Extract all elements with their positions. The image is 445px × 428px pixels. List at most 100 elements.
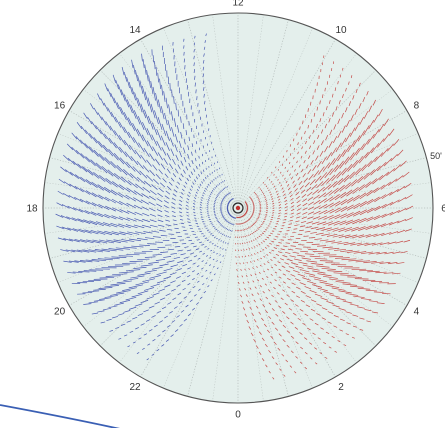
vector-mark [159,229,166,232]
vector-mark [95,125,102,135]
vector-mark [310,160,314,165]
vector-mark [272,212,275,214]
vector-mark [292,180,295,184]
vector-mark [282,174,284,177]
vector-mark [196,272,200,275]
vector-mark [137,97,143,113]
vector-mark [196,239,200,241]
vector-mark [110,161,122,172]
vector-mark [312,194,320,200]
vector-mark [103,133,112,144]
vector-mark [136,352,140,354]
vector-mark [171,201,176,205]
vector-mark [288,161,291,165]
vector-mark [221,200,223,203]
vector-mark [123,71,128,82]
vector-mark [210,279,213,282]
vector-mark [246,203,248,206]
vector-mark [133,266,147,269]
vector-mark [380,148,389,157]
vector-mark [165,219,170,222]
vector-mark [335,142,342,152]
vector-mark [162,178,167,183]
vector-mark [173,189,178,193]
vector-mark [243,228,246,231]
vector-mark [190,185,194,188]
vector-mark [71,146,79,155]
vector-mark [267,245,270,247]
vector-mark [200,201,203,204]
vector-mark [355,143,365,156]
vector-mark [307,108,309,112]
vector-mark [247,234,250,236]
vector-mark [288,190,292,194]
vector-mark [189,252,195,255]
vector-mark [397,207,407,214]
vector-mark [74,174,86,183]
vector-mark [274,264,277,266]
vector-mark [174,227,179,230]
vector-mark [174,144,178,152]
vector-mark [285,242,290,244]
hour-spoke [238,14,264,205]
vector-mark [274,188,277,190]
vector-mark [297,176,301,181]
vector-mark [300,291,306,294]
vector-mark [290,205,295,208]
vector-mark [129,330,134,333]
vector-mark [263,194,266,197]
vector-mark [194,294,197,297]
vector-mark [108,305,118,309]
vector-mark [333,272,349,275]
vector-mark [259,209,262,211]
vector-mark [88,146,99,157]
vector-mark [200,171,203,175]
vector-mark [240,216,243,218]
vector-mark [286,316,290,320]
vector-mark [98,194,110,202]
vector-mark [103,102,109,112]
vector-mark [334,87,337,91]
vector-mark [128,284,144,289]
vector-mark [133,197,143,204]
vector-mark [349,127,356,137]
vector-mark [187,153,190,159]
vector-mark [189,299,193,302]
vector-mark [263,323,267,328]
vector-mark [257,196,259,199]
vector-mark [75,150,85,159]
vector-mark [352,314,359,317]
hour-tick-label: 16 [54,101,66,112]
vector-mark [80,176,92,186]
vector-mark [366,196,380,205]
vector-mark [350,114,354,122]
vector-mark [256,259,259,261]
vector-mark [246,220,248,222]
vector-mark [171,197,176,201]
vector-mark [405,194,413,200]
vector-mark [116,102,123,115]
vector-mark [379,242,390,246]
vector-mark [340,212,354,219]
hour-tick-label: 8 [414,101,420,112]
vector-mark [159,78,161,89]
vector-mark [352,95,355,100]
vector-mark [178,301,183,304]
vector-mark [245,228,247,230]
vector-mark [361,138,370,151]
vector-mark [124,151,133,162]
vector-mark [331,241,342,244]
vector-mark [109,125,117,136]
vector-mark [108,137,117,149]
vector-mark [294,278,301,282]
vector-mark [321,140,324,146]
vector-mark [105,275,121,277]
vector-mark [358,151,369,164]
vector-mark [119,231,133,236]
vector-mark [277,198,281,201]
vector-mark [137,115,145,130]
vector-mark [156,140,162,151]
vector-mark [321,317,327,320]
vector-mark [261,277,264,280]
vector-mark [74,185,84,193]
